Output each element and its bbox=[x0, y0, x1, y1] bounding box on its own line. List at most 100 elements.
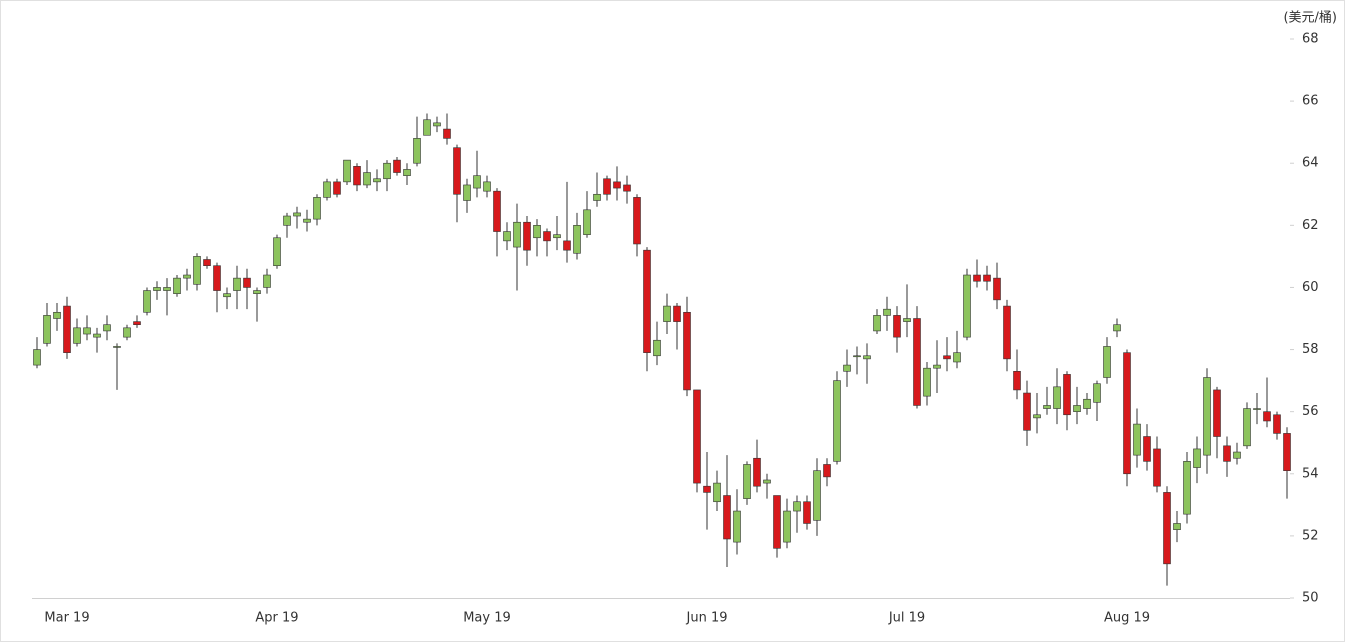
candle-body bbox=[173, 277, 181, 294]
candle-body bbox=[583, 209, 591, 235]
candle-body bbox=[813, 470, 821, 521]
candle-body bbox=[1123, 352, 1131, 475]
candle-body bbox=[873, 315, 881, 332]
candle-body bbox=[203, 259, 211, 267]
candle-body bbox=[473, 175, 481, 189]
candle-body bbox=[1213, 389, 1221, 437]
candle-body bbox=[743, 464, 751, 499]
candle-body bbox=[723, 495, 731, 540]
candle-body bbox=[453, 147, 461, 195]
candle-body bbox=[953, 352, 961, 363]
candle-body bbox=[843, 364, 851, 372]
candle-body bbox=[133, 321, 141, 326]
candle-body bbox=[1133, 423, 1141, 456]
candle-body bbox=[733, 510, 741, 543]
candle-body bbox=[703, 485, 711, 493]
candle-body bbox=[683, 311, 691, 391]
candle-body bbox=[463, 184, 471, 201]
candle-body bbox=[963, 274, 971, 338]
candle-body bbox=[533, 225, 541, 239]
candle-body bbox=[853, 355, 861, 358]
candle-body bbox=[1183, 461, 1191, 515]
candle-body bbox=[1143, 436, 1151, 462]
candle-body bbox=[303, 218, 311, 223]
candle-body bbox=[433, 122, 441, 127]
candle-body bbox=[833, 380, 841, 462]
candle-body bbox=[193, 256, 201, 285]
candle-body bbox=[663, 305, 671, 322]
candle-body bbox=[233, 277, 241, 291]
candle-body bbox=[223, 293, 231, 298]
candle-body bbox=[1193, 448, 1201, 468]
candle-body bbox=[783, 510, 791, 543]
candle-body bbox=[863, 355, 871, 360]
candle-body bbox=[263, 274, 271, 288]
candle-body bbox=[693, 389, 701, 484]
candle-body bbox=[1233, 451, 1241, 459]
candle-body bbox=[1023, 392, 1031, 431]
candle-body bbox=[393, 159, 401, 173]
candle-body bbox=[373, 178, 381, 183]
y-tick-label: 52 bbox=[1302, 528, 1319, 543]
y-tick-label: 56 bbox=[1302, 404, 1319, 419]
candle-body bbox=[1003, 305, 1011, 360]
candle-body bbox=[973, 274, 981, 282]
candle-body bbox=[403, 169, 411, 176]
x-tick-label: Jul 19 bbox=[888, 611, 925, 626]
candle-body bbox=[613, 181, 621, 189]
candle-body bbox=[243, 277, 251, 288]
candle-body bbox=[273, 237, 281, 267]
candle-body bbox=[933, 364, 941, 369]
candle-body bbox=[753, 457, 761, 487]
y-tick-label: 50 bbox=[1302, 591, 1319, 606]
y-tick-label: 68 bbox=[1302, 32, 1319, 47]
candle-body bbox=[63, 305, 71, 353]
x-tick-label: Aug 19 bbox=[1104, 611, 1150, 626]
y-tick-label: 60 bbox=[1302, 280, 1319, 295]
candle-body bbox=[443, 128, 451, 139]
x-tick-label: Jun 19 bbox=[686, 611, 728, 626]
candle-body bbox=[763, 479, 771, 484]
candle-body bbox=[1093, 383, 1101, 403]
candle-body bbox=[103, 324, 111, 332]
candle-body bbox=[213, 265, 221, 291]
candle-body bbox=[903, 318, 911, 322]
candle-body bbox=[1073, 405, 1081, 412]
candle-body bbox=[43, 315, 51, 344]
candle-body bbox=[143, 290, 151, 313]
candle-body bbox=[1203, 377, 1211, 456]
candle-body bbox=[1113, 324, 1121, 332]
candle-body bbox=[383, 162, 391, 180]
candle-body bbox=[83, 327, 91, 335]
x-tick-label: Mar 19 bbox=[44, 611, 89, 626]
candle-body bbox=[353, 166, 361, 186]
candle-body bbox=[563, 240, 571, 251]
candle-body bbox=[1013, 370, 1021, 391]
candle-body bbox=[493, 190, 501, 232]
candle-body bbox=[323, 181, 331, 198]
y-tick-label: 54 bbox=[1302, 466, 1319, 481]
x-tick-label: May 19 bbox=[463, 611, 511, 626]
candle-body bbox=[643, 249, 651, 353]
candle-body bbox=[713, 482, 721, 503]
candle-body bbox=[1063, 374, 1071, 416]
candle-body bbox=[893, 315, 901, 338]
y-axis-label: (美元/桶) bbox=[1283, 11, 1337, 26]
candle-body bbox=[803, 501, 811, 524]
candle-body bbox=[483, 181, 491, 192]
candle-body bbox=[523, 221, 531, 251]
y-tick-label: 64 bbox=[1302, 156, 1319, 171]
candle-body bbox=[1273, 414, 1281, 434]
x-tick-label: Apr 19 bbox=[255, 611, 298, 626]
candle-body bbox=[1253, 408, 1261, 410]
candle-body bbox=[513, 221, 521, 248]
candle-body bbox=[503, 231, 511, 242]
candle-body bbox=[1243, 408, 1251, 447]
candle-body bbox=[73, 327, 81, 344]
candle-body bbox=[1083, 398, 1091, 409]
candle-body bbox=[333, 181, 341, 195]
candle-body bbox=[883, 308, 891, 316]
candle-body bbox=[1033, 414, 1041, 419]
candle-body bbox=[363, 172, 371, 186]
